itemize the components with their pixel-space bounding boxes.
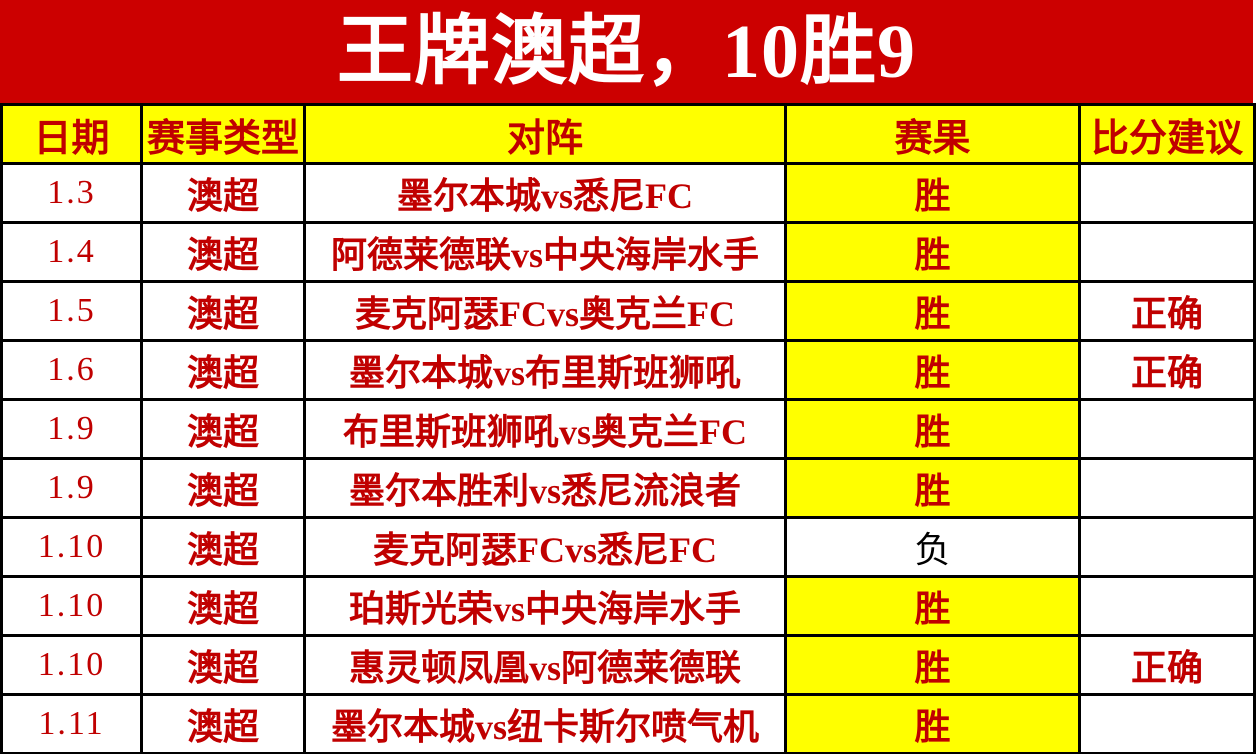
table-row: 1.11 澳超 墨尔本城vs纽卡斯尔喷气机胜 xyxy=(0,693,1256,754)
result-cell: 胜 xyxy=(784,693,1081,754)
suggestion-cell xyxy=(1078,575,1256,637)
suggestion-cell: 正确 xyxy=(1078,634,1256,696)
result-cell: 胜 xyxy=(784,634,1081,696)
table-row: 1.4 澳超 阿德莱德联vs中央海岸水手胜 xyxy=(0,221,1256,283)
match-cell: 惠灵顿凤凰vs阿德莱德联 xyxy=(303,634,787,696)
table-header-row: 日期 赛事类型 对阵 赛果 比分建议 xyxy=(0,103,1256,165)
league-cell: 澳超 xyxy=(140,575,306,637)
date-cell: 1.4 xyxy=(0,221,143,283)
column-header-result: 赛果 xyxy=(784,103,1081,165)
result-cell: 胜 xyxy=(784,221,1081,283)
suggestion-cell xyxy=(1078,516,1256,578)
table-row: 1.9 澳超 布里斯班狮吼vs奥克兰FC 胜 xyxy=(0,398,1256,460)
match-cell: 墨尔本胜利vs悉尼流浪者 xyxy=(303,457,787,519)
result-cell: 胜 xyxy=(784,398,1081,460)
match-cell: 布里斯班狮吼vs奥克兰FC xyxy=(303,398,787,460)
suggestion-cell xyxy=(1078,162,1256,224)
match-cell: 珀斯光荣vs中央海岸水手 xyxy=(303,575,787,637)
match-cell: 麦克阿瑟FCvs悉尼FC xyxy=(303,516,787,578)
result-cell: 胜 xyxy=(784,162,1081,224)
table-row: 1.10 澳超 珀斯光荣vs中央海岸水手胜 xyxy=(0,575,1256,637)
date-cell: 1.9 xyxy=(0,398,143,460)
league-cell: 澳超 xyxy=(140,398,306,460)
match-cell: 阿德莱德联vs中央海岸水手 xyxy=(303,221,787,283)
column-header-league: 赛事类型 xyxy=(140,103,306,165)
results-table: 日期 赛事类型 对阵 赛果 比分建议 1.3 澳超 墨尔本城vs悉尼FC 胜 1.4 澳超 阿德莱德… xyxy=(0,103,1256,754)
date-cell: 1.10 xyxy=(0,516,143,578)
date-cell: 1.5 xyxy=(0,280,143,342)
date-cell: 1.11 xyxy=(0,693,143,754)
column-header-match: 对阵 xyxy=(303,103,787,165)
result-cell: 胜 xyxy=(784,280,1081,342)
league-cell: 澳超 xyxy=(140,634,306,696)
date-cell: 1.3 xyxy=(0,162,143,224)
column-header-suggestion: 比分建议 xyxy=(1078,103,1256,165)
match-cell: 墨尔本城vs布里斯班狮吼 xyxy=(303,339,787,401)
match-cell: 墨尔本城vs悉尼FC xyxy=(303,162,787,224)
title-banner: 王牌澳超，10胜9 xyxy=(0,0,1253,103)
league-cell: 澳超 xyxy=(140,457,306,519)
table-row: 1.10 澳超 惠灵顿凤凰vs阿德莱德联胜正确 xyxy=(0,634,1256,696)
table-row: 1.5 澳超 麦克阿瑟FCvs奥克兰FC 胜正确 xyxy=(0,280,1256,342)
league-cell: 澳超 xyxy=(140,162,306,224)
suggestion-cell xyxy=(1078,398,1256,460)
table-row: 1.9 澳超 墨尔本胜利vs悉尼流浪者胜 xyxy=(0,457,1256,519)
suggestion-cell xyxy=(1078,693,1256,754)
table-row: 1.10 澳超 麦克阿瑟FCvs悉尼FC 负 xyxy=(0,516,1256,578)
suggestion-cell: 正确 xyxy=(1078,280,1256,342)
match-cell: 麦克阿瑟FCvs奥克兰FC xyxy=(303,280,787,342)
date-cell: 1.10 xyxy=(0,634,143,696)
league-cell: 澳超 xyxy=(140,693,306,754)
match-cell: 墨尔本城vs纽卡斯尔喷气机 xyxy=(303,693,787,754)
page-title: 王牌澳超，10胜9 xyxy=(337,9,916,94)
date-cell: 1.9 xyxy=(0,457,143,519)
league-cell: 澳超 xyxy=(140,221,306,283)
date-cell: 1.10 xyxy=(0,575,143,637)
league-cell: 澳超 xyxy=(140,339,306,401)
result-cell: 负 xyxy=(784,516,1081,578)
column-header-date: 日期 xyxy=(0,103,143,165)
result-cell: 胜 xyxy=(784,457,1081,519)
suggestion-cell xyxy=(1078,457,1256,519)
league-cell: 澳超 xyxy=(140,516,306,578)
result-cell: 胜 xyxy=(784,339,1081,401)
result-cell: 胜 xyxy=(784,575,1081,637)
date-cell: 1.6 xyxy=(0,339,143,401)
suggestion-cell xyxy=(1078,221,1256,283)
suggestion-cell: 正确 xyxy=(1078,339,1256,401)
league-cell: 澳超 xyxy=(140,280,306,342)
table-row: 1.6 澳超 墨尔本城vs布里斯班狮吼胜正确 xyxy=(0,339,1256,401)
table-row: 1.3 澳超 墨尔本城vs悉尼FC 胜 xyxy=(0,162,1256,224)
